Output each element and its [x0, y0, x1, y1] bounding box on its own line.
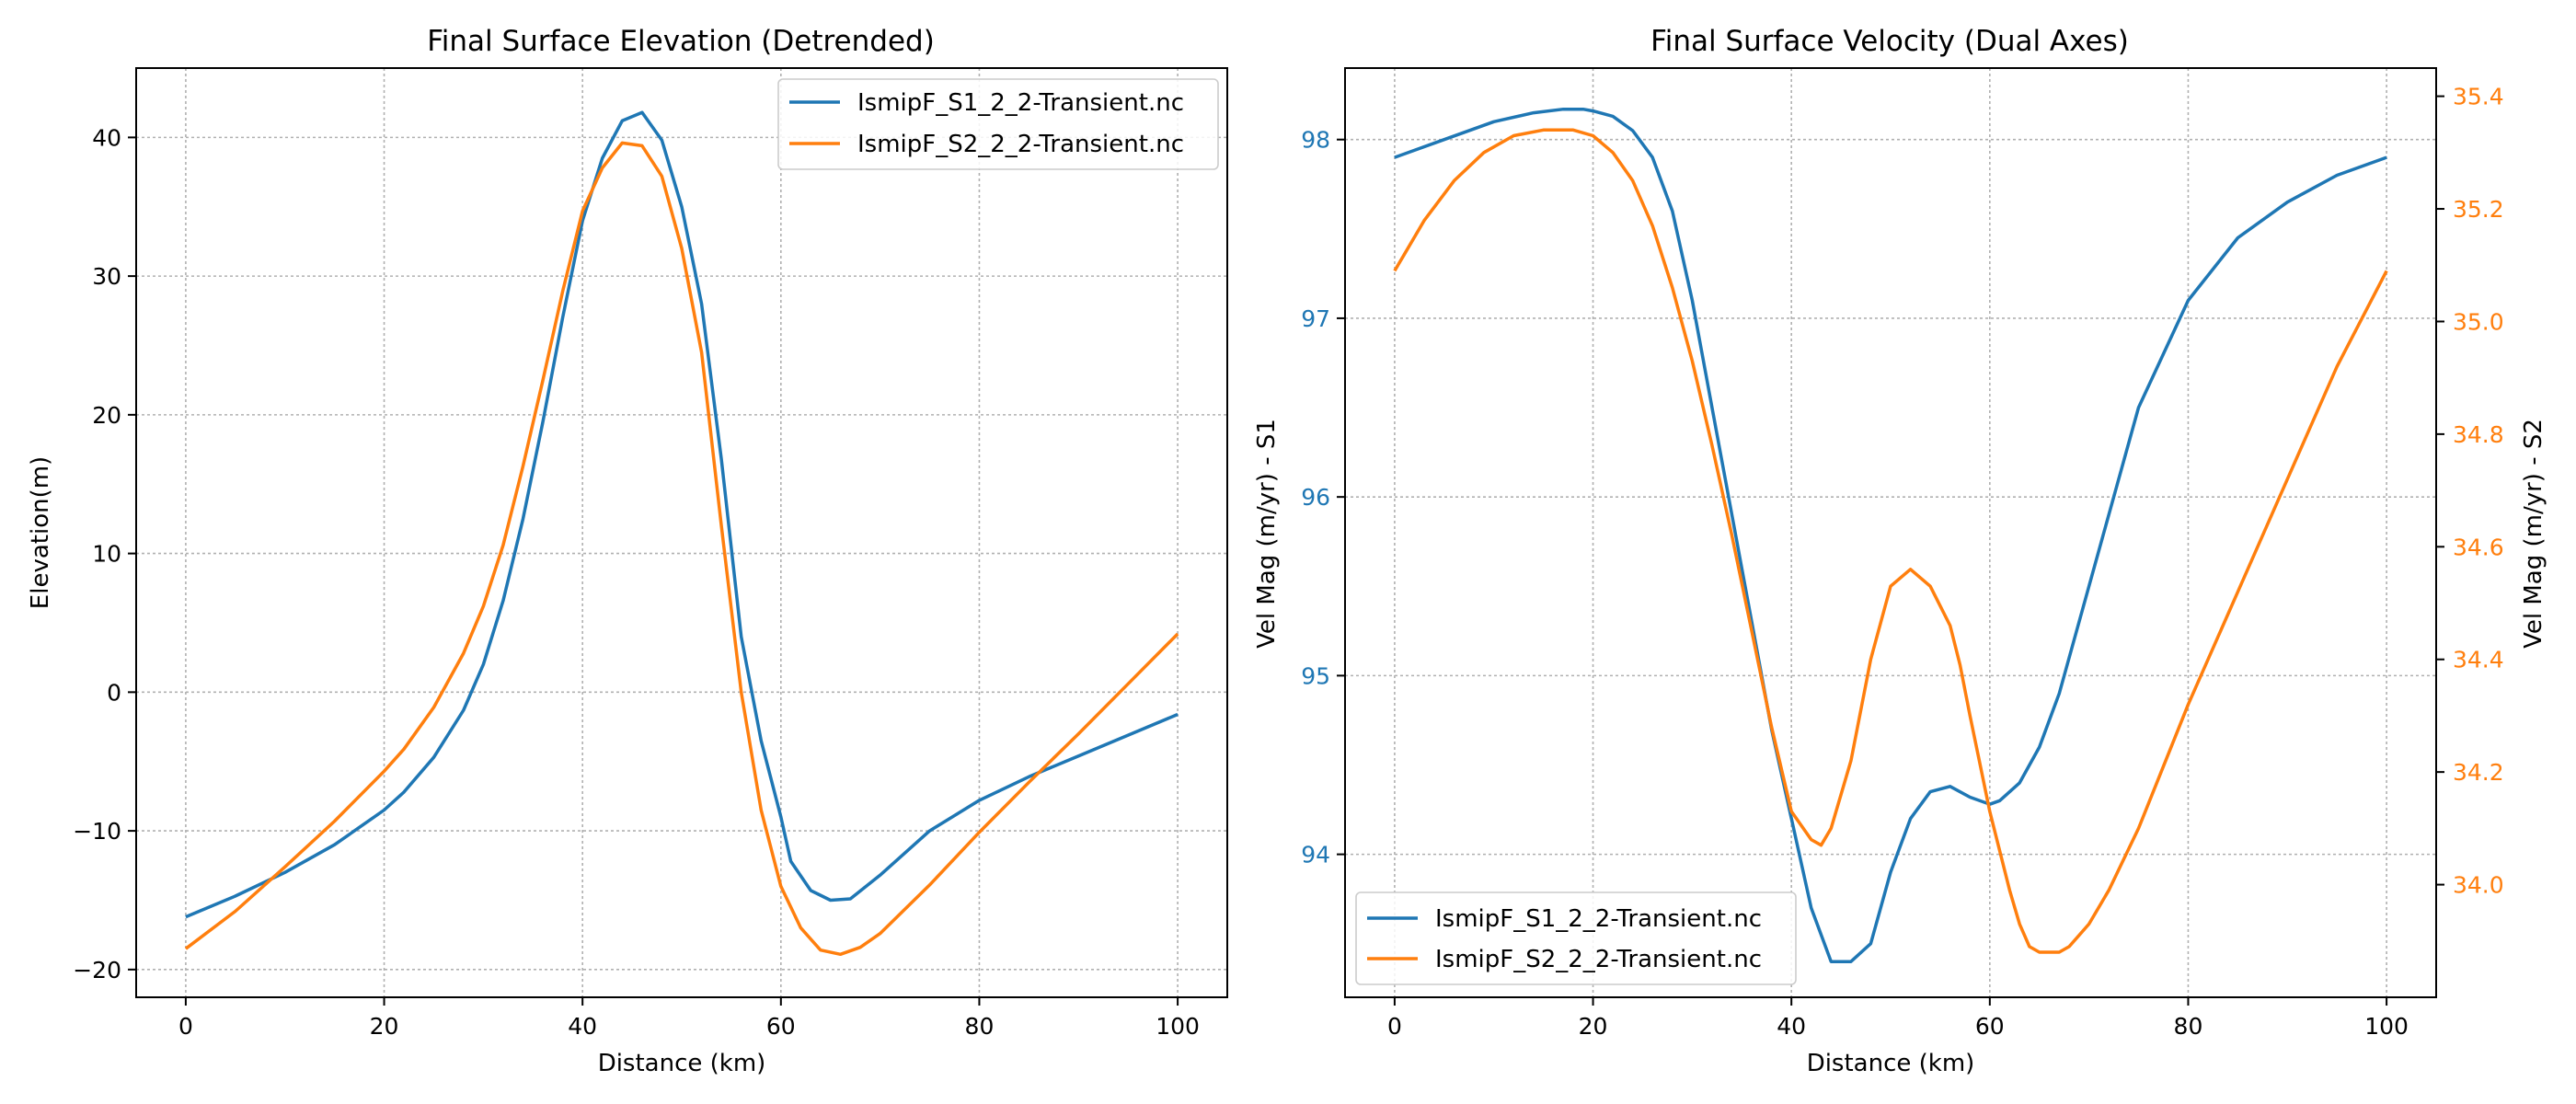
legend-label-s2: IsmipF_S2_2_2-Transient.nc: [1435, 946, 1762, 973]
x-tick-label: 80: [965, 1013, 995, 1040]
velocity-right-y-axis: 34.0 34.2 34.4 34.6 34.8 35.0 35.2 35.4: [2436, 84, 2504, 899]
left-y-tick-label: 96: [1301, 484, 1330, 511]
velocity-series-s2-line: [1393, 128, 2388, 954]
velocity-chart-panel: Final Surface Velocity (Dual Axes) 0 20 40…: [1253, 25, 2547, 1077]
x-tick-label: 100: [1156, 1013, 1200, 1040]
y-tick-label: 30: [92, 263, 121, 290]
y-tick-label: 40: [92, 124, 121, 151]
velocity-chart-title: Final Surface Velocity (Dual Axes): [1650, 25, 2129, 58]
y-tick-label: 20: [92, 402, 121, 429]
elevation-legend: IsmipF_S1_2_2-Transient.nc IsmipF_S2_2_2…: [777, 78, 1219, 170]
x-tick-label: 0: [1387, 1013, 1402, 1040]
right-y-tick-label: 34.6: [2453, 534, 2504, 560]
left-y-tick-label: 98: [1301, 127, 1330, 154]
velocity-right-y-axis-label: Vel Mag (m/yr) - S2: [2520, 419, 2547, 649]
velocity-left-y-axis-label: Vel Mag (m/yr) - S1: [1253, 419, 1281, 649]
y-tick-label: −20: [73, 957, 121, 983]
right-y-tick-label: 34.0: [2453, 872, 2504, 899]
velocity-left-y-axis: 94 95 96 97 98: [1301, 127, 1345, 868]
y-tick-label: 10: [92, 541, 121, 568]
elevation-x-axis: 0 20 40 60 80 100: [178, 997, 1200, 1040]
x-tick-label: 20: [370, 1013, 399, 1040]
elevation-chart-title: Final Surface Elevation (Detrended): [427, 25, 935, 58]
elevation-series-s1-line: [185, 110, 1179, 919]
elevation-x-axis-label: Distance (km): [598, 1050, 766, 1077]
x-tick-label: 20: [1579, 1013, 1608, 1040]
x-tick-label: 0: [178, 1013, 193, 1040]
legend-label-s1: IsmipF_S1_2_2-Transient.nc: [1435, 905, 1762, 933]
y-tick-label: −10: [73, 818, 121, 845]
left-y-tick-label: 94: [1301, 842, 1330, 868]
elevation-series-lines: [184, 110, 1179, 957]
right-y-tick-label: 35.0: [2453, 308, 2504, 335]
velocity-series-lines: [1393, 107, 2388, 963]
x-tick-label: 40: [1777, 1013, 1806, 1040]
elevation-legend-box: [777, 78, 1219, 170]
right-y-tick-label: 35.2: [2453, 196, 2504, 223]
legend-label-s2: IsmipF_S2_2_2-Transient.nc: [857, 131, 1184, 158]
elevation-series-s2-line: [184, 141, 1179, 957]
velocity-legend: IsmipF_S1_2_2-Transient.nc IsmipF_S2_2_2…: [1355, 891, 1797, 985]
left-y-tick-label: 97: [1301, 305, 1330, 332]
velocity-axes-frame: [1344, 67, 2437, 998]
elevation-y-axis: −20 −10 0 10 20 30 40: [73, 124, 136, 983]
right-y-tick-label: 34.2: [2453, 759, 2504, 786]
legend-label-s1: IsmipF_S1_2_2-Transient.nc: [857, 89, 1184, 117]
x-tick-label: 60: [766, 1013, 796, 1040]
right-y-tick-label: 34.8: [2453, 421, 2504, 448]
velocity-series-s1-line: [1394, 107, 2387, 963]
x-tick-label: 60: [1975, 1013, 2005, 1040]
x-tick-label: 40: [568, 1013, 597, 1040]
left-y-tick-label: 95: [1301, 662, 1330, 689]
right-y-tick-label: 35.4: [2453, 84, 2504, 110]
velocity-x-axis-label: Distance (km): [1807, 1050, 1975, 1077]
velocity-legend-box: [1355, 891, 1797, 985]
right-y-tick-label: 34.4: [2453, 647, 2504, 673]
y-tick-label: 0: [107, 679, 121, 706]
velocity-grid: [1345, 68, 2436, 997]
x-tick-label: 100: [2364, 1013, 2409, 1040]
velocity-x-axis: 0 20 40 60 80 100: [1387, 997, 2409, 1040]
elevation-axes-frame: [135, 67, 1228, 998]
x-tick-label: 80: [2174, 1013, 2203, 1040]
elevation-y-axis-label: Elevation(m): [27, 456, 54, 609]
elevation-chart-panel: Final Surface Elevation (Detrended) 0 20 4…: [27, 25, 1228, 1077]
